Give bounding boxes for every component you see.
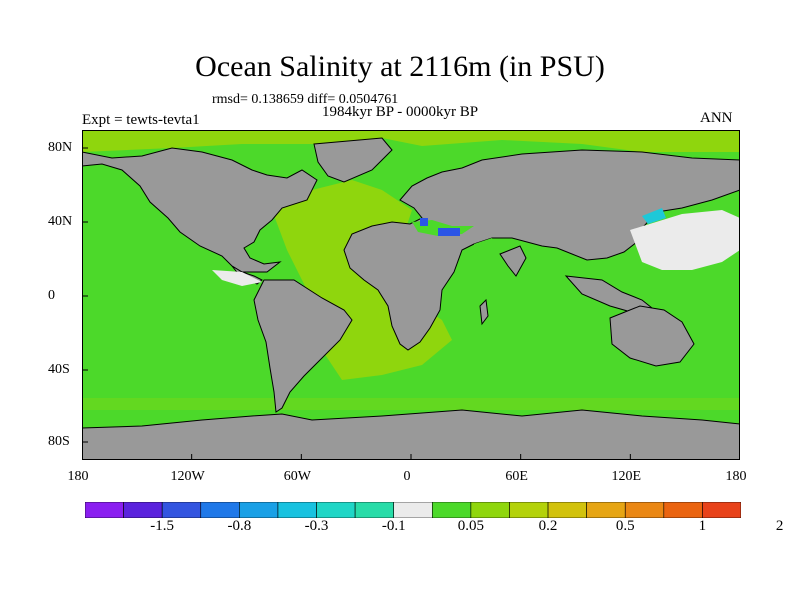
colorbar-swatch bbox=[431, 502, 472, 518]
colorbar-swatch bbox=[547, 502, 587, 518]
eurasia-africa-land bbox=[343, 149, 740, 351]
colorbar-swatch bbox=[277, 502, 317, 518]
australia-land bbox=[609, 305, 695, 367]
colorbar-swatch bbox=[470, 502, 510, 518]
colorbar-swatch bbox=[586, 502, 626, 518]
colorbar-swatch bbox=[702, 502, 741, 518]
colorbar-swatch bbox=[123, 502, 163, 518]
west-pacific-near-zero bbox=[630, 210, 740, 270]
experiment-label: Expt = tewts-tevta1 bbox=[82, 112, 200, 128]
lat-tick-label: 40N bbox=[48, 214, 73, 229]
colorbar-tick-label: -0.1 bbox=[381, 518, 406, 534]
lat-tick-label: 0 bbox=[48, 288, 55, 303]
southern-anomaly-band bbox=[82, 398, 740, 410]
period-text: 1984kyr BP - 0000kyr BP bbox=[322, 104, 479, 120]
figure-title: Ocean Salinity at 2116m (in PSU) bbox=[195, 50, 605, 83]
map-panel bbox=[82, 130, 740, 460]
colorbar bbox=[85, 502, 741, 518]
india-land bbox=[499, 245, 527, 277]
colorbar-swatch bbox=[239, 502, 279, 518]
med-anomaly-east bbox=[438, 228, 460, 236]
colorbar-swatch bbox=[624, 502, 665, 518]
arabian-sea bbox=[474, 238, 500, 266]
lon-tick-label: 180 bbox=[725, 469, 747, 484]
colorbar-tick-label: -0.3 bbox=[304, 518, 329, 534]
south-america-land bbox=[253, 279, 353, 413]
lat-tick-label: 80N bbox=[48, 140, 73, 155]
colorbar-swatch bbox=[663, 502, 703, 518]
arctic-anomaly-region bbox=[82, 130, 740, 152]
colorbar-swatch bbox=[316, 502, 356, 518]
season-label: ANN bbox=[700, 110, 733, 126]
colorbar-swatch bbox=[85, 502, 124, 518]
madagascar-land bbox=[479, 298, 489, 326]
lon-tick-label: 60W bbox=[283, 469, 311, 484]
lon-tick-label: 0 bbox=[403, 469, 411, 484]
med-anomaly-west bbox=[420, 218, 428, 226]
colorbar-tick-label: 1 bbox=[698, 518, 707, 534]
stats-text: rmsd= 0.138659 diff= 0.0504761 bbox=[212, 92, 399, 107]
lon-tick-label: 60E bbox=[505, 469, 528, 484]
colorbar-tick-label: -0.8 bbox=[227, 518, 252, 534]
colorbar-tick-label: 0.2 bbox=[538, 518, 558, 534]
east-pacific-near-zero bbox=[212, 270, 262, 286]
colorbar-swatch bbox=[200, 502, 240, 518]
antarctica-land bbox=[82, 409, 740, 460]
colorbar-swatch bbox=[354, 502, 395, 518]
colorbar-tick-label: 2 bbox=[775, 518, 784, 534]
salinity-map bbox=[82, 130, 740, 460]
lon-tick-label: 180 bbox=[67, 469, 89, 484]
greenland-land bbox=[313, 137, 393, 183]
colorbar-tick-label: 0.05 bbox=[457, 518, 484, 534]
map-ticks bbox=[82, 147, 740, 460]
north-america-land bbox=[82, 147, 318, 273]
lat-tick-label: 80S bbox=[48, 434, 70, 449]
colorbar-tick-label: -1.5 bbox=[150, 518, 175, 534]
colorbar-tick-label: 0.5 bbox=[615, 518, 635, 534]
japan-sea-anomaly bbox=[642, 208, 666, 224]
lat-tick-label: 40S bbox=[48, 362, 70, 377]
colorbar-swatch bbox=[393, 502, 433, 518]
lon-tick-label: 120E bbox=[611, 469, 642, 484]
lon-tick-label: 120W bbox=[170, 469, 205, 484]
colorbar-swatch bbox=[509, 502, 549, 518]
colorbar-swatch bbox=[161, 502, 202, 518]
